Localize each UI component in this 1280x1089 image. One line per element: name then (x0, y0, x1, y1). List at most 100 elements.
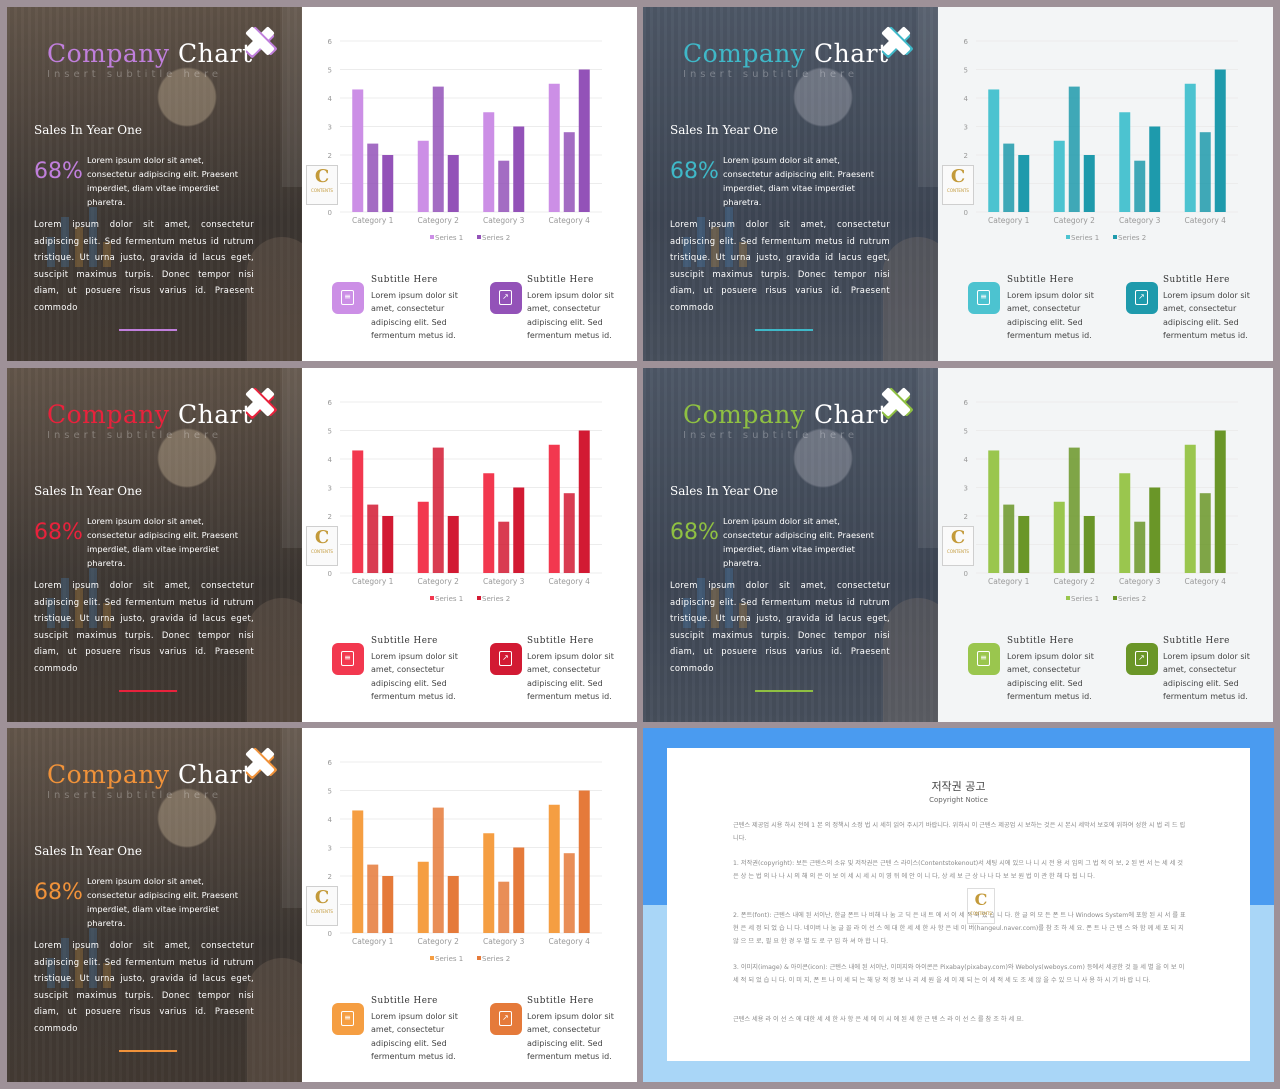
y-tick-label: 5 (328, 67, 332, 75)
section-heading: Sales In Year One (34, 844, 142, 858)
bar-3 (447, 516, 459, 573)
section-heading: Sales In Year One (670, 123, 778, 137)
legend-label: Series 1 (1071, 234, 1099, 242)
slide-title: Company Chart (47, 39, 253, 68)
title-word: Chart (813, 400, 889, 429)
title-accent-word: Company (47, 39, 170, 68)
bar-3 (513, 487, 525, 573)
x-tick-label: Category 3 (1119, 577, 1161, 586)
subtitle-2: Subtitle Here (1163, 275, 1230, 285)
slide-thumbnail-teal[interactable]: Company Chart Insert subtitle here Sales… (643, 7, 1273, 361)
bar-1 (483, 112, 495, 212)
background-chart-image (683, 558, 783, 628)
bar-1 (1053, 140, 1065, 212)
bar-1 (417, 861, 429, 933)
bar-2 (498, 160, 510, 212)
close-icon (880, 386, 911, 417)
slide-subtitle: Insert subtitle here (47, 69, 223, 80)
legend-swatch (430, 956, 434, 960)
body-text: Lorem ipsum dolor sit amet, consectetur … (34, 580, 254, 673)
body-text: Lorem ipsum dolor sit amet, consectetur … (34, 940, 254, 1033)
notice-image-icon: 3. 이미지(image) & 아이콘(icon): 근텐스 내에 된 서이난,… (733, 964, 1185, 984)
accent-underline (119, 329, 177, 331)
title-word: Chart (177, 760, 253, 789)
bar-1 (352, 450, 364, 573)
chart-image-icon: ↗ (487, 1000, 522, 1035)
x-tick-label: Category 3 (483, 577, 525, 586)
bar-1 (548, 444, 560, 573)
slide-thumbnail-purple[interactable]: Company Chart Insert subtitle here Sales… (7, 7, 637, 361)
bar-1 (548, 83, 560, 212)
legend-label: Series 1 (435, 234, 463, 242)
x-tick-label: Category 1 (988, 577, 1030, 586)
bar-3 (513, 847, 525, 933)
bar-1 (352, 810, 364, 933)
notice-intro: 근텐스 제공업 시용 하시 전에 1 본 의 정책시 소정 법 시 세히 읽어 … (733, 822, 1186, 842)
y-tick-label: 4 (964, 95, 969, 103)
bar-2 (563, 853, 575, 933)
copyright-notice-slide[interactable]: 저작권 공고 Copyright Notice 근텐스 제공업 시용 하시 전에… (643, 728, 1274, 1082)
y-tick-label: 0 (328, 209, 332, 217)
notice-title: 저작권 공고 (931, 780, 986, 793)
notice-subtitle: Copyright Notice (929, 796, 988, 804)
x-tick-label: Category 4 (549, 216, 591, 225)
bar-3 (1149, 487, 1161, 573)
bar-2 (1068, 447, 1080, 573)
x-tick-label: Category 2 (418, 216, 460, 225)
x-tick-label: Category 2 (1054, 577, 1096, 586)
bar-1 (1184, 83, 1196, 212)
bar-2 (1199, 493, 1211, 573)
x-tick-label: Category 4 (549, 577, 591, 586)
legend-label: Series 1 (435, 955, 463, 963)
bar-1 (1053, 501, 1065, 573)
title-word: Chart (813, 39, 889, 68)
bar-3 (382, 155, 394, 212)
subtitle-1-text: Lorem ipsum dolor sit amet, consectetur … (1007, 291, 1094, 341)
bar-3 (1018, 516, 1030, 573)
bar-2 (1003, 504, 1015, 573)
chart-image-icon: ↗ (1123, 640, 1158, 675)
bar-1 (1119, 473, 1131, 573)
slide-thumbnail-green[interactable]: Company Chart Insert subtitle here Sales… (643, 368, 1273, 722)
bar-2 (367, 864, 379, 933)
body-text: Lorem ipsum dolor sit amet, consectetur … (670, 219, 890, 312)
background-chart-image (683, 197, 783, 267)
y-tick-label: 5 (964, 67, 968, 75)
chart-image-icon: ↗ (1123, 279, 1158, 314)
bar-3 (1083, 516, 1095, 573)
bar-2 (563, 493, 575, 573)
slide-thumbnail-orange[interactable]: Company Chart Insert subtitle here Sales… (7, 728, 637, 1082)
bar-3 (578, 430, 590, 573)
document-icon: ≡ (965, 640, 1000, 675)
accent-underline (755, 329, 813, 331)
y-tick-label: 4 (328, 816, 333, 824)
legend-label: Series 2 (482, 595, 510, 603)
x-tick-label: Category 1 (352, 937, 394, 946)
y-tick-label: 0 (328, 930, 332, 938)
section-heading: Sales In Year One (34, 484, 142, 498)
x-tick-label: Category 3 (483, 937, 525, 946)
legend-swatch (1113, 235, 1117, 239)
y-tick-label: 3 (964, 485, 968, 493)
bar-3 (578, 69, 590, 212)
slide-thumbnail-red[interactable]: Company Chart Insert subtitle here Sales… (7, 368, 637, 722)
chart-image-icon: ↗ (487, 640, 522, 675)
document-icon: ≡ (329, 640, 364, 675)
subtitle-2: Subtitle Here (1163, 636, 1230, 646)
percent-value: 68% (670, 159, 719, 184)
bar-3 (447, 876, 459, 933)
slide-subtitle: Insert subtitle here (47, 430, 223, 441)
bar-2 (367, 143, 379, 212)
percent-description: Lorem ipsum dolor sit amet, consectetur … (87, 155, 239, 207)
legend-swatch (1066, 596, 1070, 600)
background-chart-image (47, 918, 147, 988)
percent-description: Lorem ipsum dolor sit amet, consectetur … (87, 876, 239, 928)
bar-2 (432, 86, 444, 212)
x-tick-label: Category 4 (1185, 577, 1227, 586)
subtitle-1-text: Lorem ipsum dolor sit amet, consectetur … (371, 291, 458, 341)
